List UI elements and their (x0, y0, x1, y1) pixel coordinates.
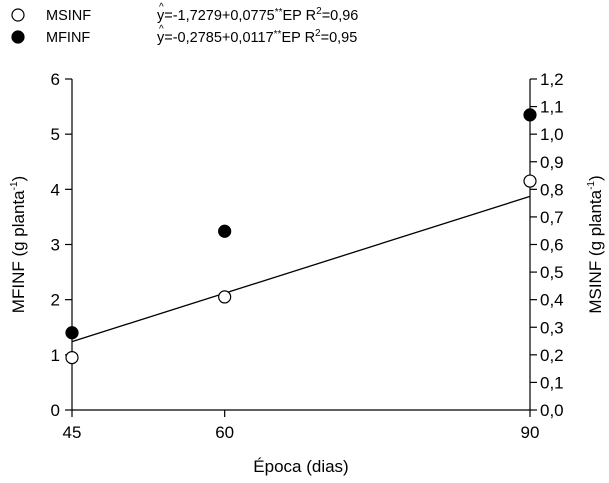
y-right-tick-label: 0,1 (540, 373, 564, 392)
y-left-tick-label: 4 (51, 180, 60, 199)
legend-equation: y=-0,2785+0,0117**EP R2=0,95 (157, 28, 357, 46)
data-points (65, 108, 537, 365)
y-right-tick-label: 0,8 (540, 180, 564, 199)
legend-marker-mfinf (11, 30, 25, 44)
y-left-tick-label: 6 (51, 70, 60, 89)
y-right-tick-label: 0,7 (540, 208, 564, 227)
y-left-tick-label: 1 (51, 346, 60, 365)
data-point-mfinf (218, 224, 232, 238)
y-right-tick-label: 0,2 (540, 346, 564, 365)
y-left-tick-label: 2 (51, 291, 60, 310)
data-point-msinf (218, 290, 232, 304)
y-right-tick-label: 0,9 (540, 153, 564, 172)
x-tick-label: 45 (63, 423, 82, 442)
y-right-tick-label: 1,2 (540, 70, 564, 89)
y-left-tick-label: 3 (51, 236, 60, 255)
y-right-tick-label: 0,6 (540, 236, 564, 255)
legend-series-name: MFINF (46, 30, 90, 46)
y-right-tick-label: 0,3 (540, 318, 564, 337)
y-axis-left-title: MFINF (g planta-1) (9, 176, 28, 313)
y-hat-icon: ^ (159, 2, 164, 13)
y-right-tick-label: 0,0 (540, 401, 564, 420)
legend-series-name: MSINF (46, 8, 91, 24)
legend-equation: y=-1,7279+0,0775**EP R2=0,96 (157, 6, 358, 24)
x-tick-label: 60 (215, 423, 234, 442)
data-point-mfinf (65, 326, 79, 340)
y-left-tick-label: 0 (51, 401, 60, 420)
legend-marker-msinf (11, 8, 25, 22)
data-point-msinf (523, 174, 537, 188)
y-left-tick-label: 5 (51, 125, 60, 144)
y-right-tick-label: 0,4 (540, 291, 564, 310)
x-tick-label: 90 (521, 423, 540, 442)
y-axis-right-title: MSINF (g planta-1) (586, 175, 605, 313)
legend: MSINF y=-1,7279+0,0775**EP R2=0,96^ MFINF y… (11, 2, 358, 46)
regression-line-mfinf (71, 195, 531, 343)
data-point-msinf (65, 350, 79, 365)
regression-lines (71, 195, 531, 343)
y-right-tick-label: 1,0 (540, 125, 564, 144)
y-right-tick-label: 0,5 (540, 263, 564, 282)
y-hat-icon: ^ (159, 24, 164, 35)
y-right-tick-label: 1,1 (540, 98, 564, 117)
axes: 01234560,00,10,20,30,40,50,60,70,80,91,0… (51, 70, 564, 442)
x-axis-title: Época (dias) (253, 457, 348, 476)
data-point-mfinf (523, 108, 537, 122)
